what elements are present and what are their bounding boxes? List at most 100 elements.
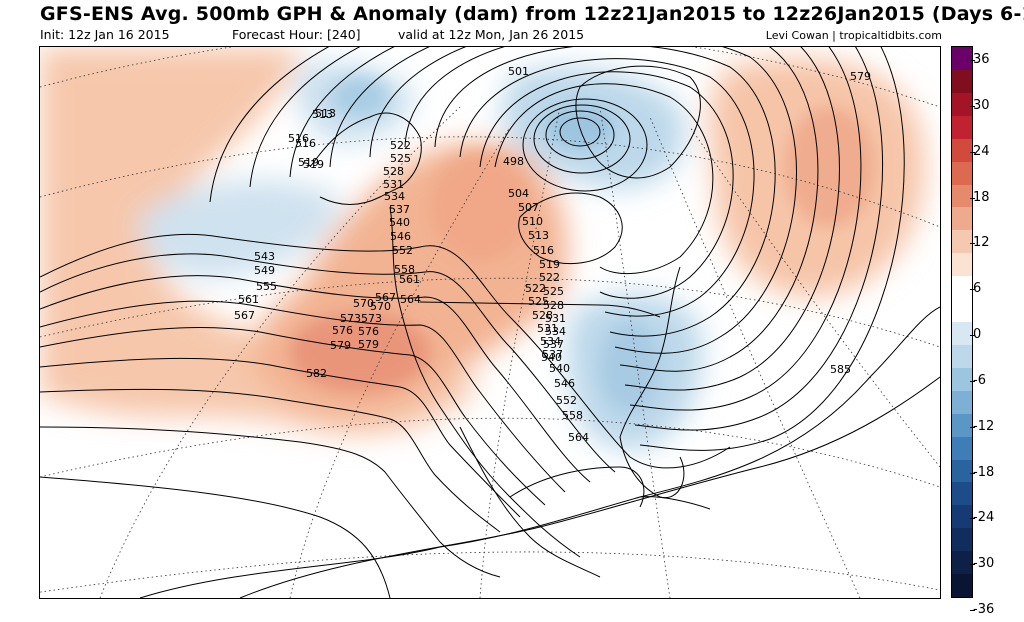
colorbar-tick-label: 30 <box>970 97 990 113</box>
contour-label: 573 <box>340 312 361 325</box>
contour-label: 540 <box>389 216 410 229</box>
colorbar-segment <box>952 482 972 506</box>
contour-label: 555 <box>256 280 277 293</box>
colorbar-segment <box>952 574 972 598</box>
contour-label: 537 <box>389 203 410 216</box>
coastlines <box>309 65 711 578</box>
colorbar <box>951 46 973 598</box>
colorbar-segment <box>952 47 972 71</box>
colorbar-segment <box>952 253 972 277</box>
colorbar-segment <box>952 207 972 231</box>
anomaly-shading <box>40 47 926 451</box>
cuba <box>639 496 711 510</box>
colorbar-segment <box>952 138 972 163</box>
colorbar-segment <box>952 413 972 438</box>
contour-label: 522 <box>525 282 546 295</box>
colorbar-segment <box>952 436 972 460</box>
contour-label: 537 <box>543 338 564 351</box>
colorbar-segment <box>952 299 972 323</box>
contour-label: 579 <box>330 339 351 352</box>
mexico <box>459 426 601 578</box>
colorbar-segment <box>952 161 972 185</box>
contour-label: 519 <box>298 156 319 169</box>
colorbar-segment <box>952 322 972 346</box>
contour-label: 501 <box>508 65 529 78</box>
map-title: GFS-ENS Avg. 500mb GPH & Anomaly (dam) f… <box>40 3 1024 25</box>
hudson-bay <box>518 192 623 265</box>
contour-label: 564 <box>568 431 589 444</box>
colorbar-tick-label: -30 <box>969 556 995 572</box>
contour-label: 534 <box>540 335 561 348</box>
credit: Levi Cowan | tropicaltidbits.com <box>765 29 942 42</box>
contour-label: 528 <box>383 165 404 178</box>
colorbar-segment <box>952 115 972 140</box>
height-contours <box>40 47 940 598</box>
coast-alaska <box>309 112 422 205</box>
contour-label: 513 <box>312 108 333 121</box>
colorbar-segment <box>952 528 972 552</box>
contour-label: 579 <box>358 338 379 351</box>
contour-label: 522 <box>539 271 560 284</box>
contour-label: 531 <box>537 322 558 335</box>
contour-label: 561 <box>238 293 259 306</box>
contour-label: 534 <box>545 325 566 338</box>
contour-label: 534 <box>384 190 405 203</box>
coast-east <box>619 266 685 499</box>
greenland <box>575 65 701 179</box>
contour-label: 531 <box>383 178 404 191</box>
us-border <box>419 301 661 318</box>
contour-label: 537 <box>542 348 563 361</box>
contour-label: 546 <box>390 230 411 243</box>
colorbar-tick-label: -6 <box>970 372 986 388</box>
contour-labels: 5014985045075105135165195225255285315345… <box>234 65 871 444</box>
colorbar-tick-label: 24 <box>970 143 990 159</box>
contour-label: 516 <box>288 132 309 145</box>
positive-anomaly-core-atlantic <box>785 107 875 227</box>
contour-label: 519 <box>303 158 324 171</box>
colorbar-tick-label: -24 <box>969 510 995 526</box>
positive-anomaly-core-canada <box>430 152 530 262</box>
colorbar-segment <box>952 184 972 208</box>
contour-label: 525 <box>390 152 411 165</box>
contour-label: 528 <box>532 309 553 322</box>
contour-label: 558 <box>562 409 583 422</box>
colorbar-segment <box>952 367 972 392</box>
forecast-hour: Forecast Hour: [240] <box>232 27 361 42</box>
contour-label: 543 <box>254 250 275 263</box>
contour-label: 552 <box>392 244 413 257</box>
contour-label: 570 <box>353 297 374 310</box>
contour-label: 558 <box>394 263 415 276</box>
contour-label: 513 <box>315 107 336 120</box>
contour-label: 528 <box>543 299 564 312</box>
contour-label: 507 <box>518 201 539 214</box>
valid-time: valid at 12z Mon, Jan 26 2015 <box>398 27 585 42</box>
graticule <box>40 47 940 598</box>
colorbar-tick-label: 18 <box>970 189 990 205</box>
contour-label: 564 <box>400 293 421 306</box>
contour-label: 567 <box>234 309 255 322</box>
contour-label: 561 <box>399 273 420 286</box>
positive-anomaly-west-pacific <box>40 47 480 435</box>
coast-gulf <box>509 466 645 508</box>
contour-label: 513 <box>528 229 549 242</box>
contour-label: 576 <box>332 324 353 337</box>
colorbar-segment <box>952 276 972 300</box>
colorbar-tick-label: 36 <box>970 52 990 67</box>
contour-label: 540 <box>541 351 562 364</box>
contour-label: 570 <box>370 300 391 313</box>
colorbar-segment <box>952 390 972 415</box>
colorbar-tick-label: 12 <box>970 235 990 251</box>
colorbar-tick-label: -36 <box>969 602 995 617</box>
colorbar-segment <box>952 344 972 369</box>
colorbar-segment <box>952 459 972 483</box>
colorbar-tick-label: -12 <box>969 418 995 434</box>
contour-label: 549 <box>254 264 275 277</box>
map-canvas: 5014985045075105135165195225255285315345… <box>40 47 940 598</box>
colorbar-segment <box>952 230 972 254</box>
contour-label: 585 <box>830 363 851 376</box>
contour-label: 504 <box>508 187 529 200</box>
colorbar-tick-label: 6 <box>969 281 982 297</box>
negative-anomaly-core-alaska <box>332 77 388 117</box>
colorbar-tick-label: 0 <box>969 327 982 342</box>
init-time: Init: 12z Jan 16 2015 <box>40 27 170 42</box>
